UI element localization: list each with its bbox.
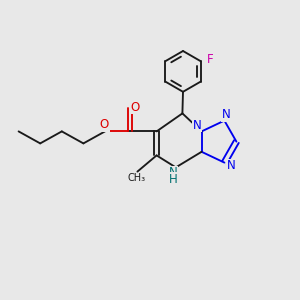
Text: CH₃: CH₃ [128, 173, 146, 183]
Text: N: N [221, 108, 230, 121]
Text: N: N [169, 166, 178, 179]
Text: O: O [130, 101, 140, 114]
Text: N: N [226, 159, 236, 172]
Text: H: H [169, 173, 178, 186]
Text: N: N [192, 119, 201, 132]
Text: O: O [100, 118, 109, 131]
Text: F: F [207, 53, 214, 66]
